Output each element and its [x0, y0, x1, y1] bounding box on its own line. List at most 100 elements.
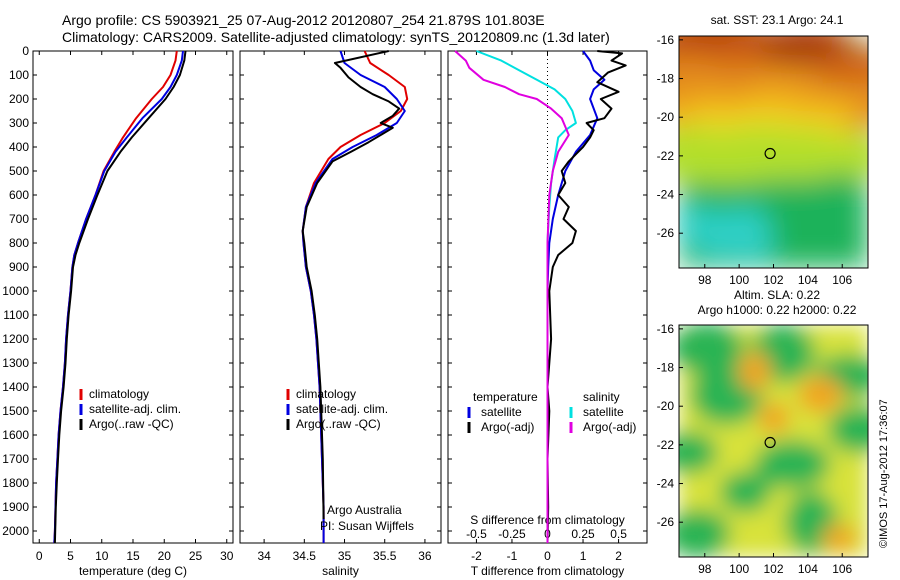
sla-high-patch	[797, 375, 844, 414]
depth-tick-label: 400	[9, 140, 29, 154]
difference-series-temperature-argo-adj-	[546, 50, 627, 544]
sst-map-ytick-label: -24	[657, 188, 675, 202]
chart-subtitle: Climatology: CARS2009. Satellite-adjuste…	[62, 29, 610, 45]
sla-map-xtick-label: 104	[798, 562, 818, 576]
sst-map-ytick-label: -18	[657, 72, 675, 86]
maps-layer: 98 100 102 104 106 -16 -18 -20 -22 -24 -26 sat. SST…	[657, 13, 869, 576]
sst-map-ytick-label: -22	[657, 149, 675, 163]
sla-map-ytick-label: -22	[657, 438, 675, 452]
sla-map-field-blur	[679, 325, 868, 557]
sst-patch	[829, 137, 868, 177]
sla-low-patch	[679, 431, 718, 474]
sla-map-xtick-label: 98	[698, 562, 712, 576]
salinity-diff-tick-label: -0.25	[498, 527, 526, 541]
salinity-xtick-label: 35.5	[373, 549, 397, 563]
salinity-xtick-label: 34.5	[293, 549, 317, 563]
diff-legend-label: Argo(-adj)	[583, 420, 636, 434]
temperature-axes-box	[32, 50, 234, 544]
temperature-legend-label: Argo(..raw -QC)	[89, 417, 174, 431]
difference-xlabel: T difference from climatology	[471, 564, 625, 578]
diff-legend-title: salinity	[583, 390, 620, 404]
salinity-xtick-label: 35	[338, 549, 352, 563]
depth-tick-label: 2000	[2, 524, 29, 538]
temperature-legend-label: climatology	[89, 387, 149, 401]
sla-map-subtitle: Argo h1000: 0.22 h2000: 0.22	[698, 303, 857, 317]
pi-label: PI: Susan Wijffels	[320, 519, 414, 533]
salinity-axes-box	[239, 50, 442, 544]
sst-map-xtick-label: 102	[763, 273, 783, 287]
difference-xtick-label: 1	[580, 549, 587, 563]
salinity-series-argo-raw-qc-	[301, 50, 401, 520]
temperature-xtick-label: 20	[158, 549, 172, 563]
depth-tick-label: 300	[9, 116, 29, 130]
sla-map-argo-marker	[764, 436, 776, 449]
sla-map-xtick-label: 106	[832, 562, 852, 576]
sla-map-ytick-label: -24	[657, 477, 675, 491]
sla-map-xtick-label: 100	[729, 562, 749, 576]
sst-warm-patch	[759, 37, 839, 65]
sla-map-field	[679, 325, 868, 557]
sla-low-patch	[679, 325, 745, 375]
depth-tick-label: 1500	[2, 404, 29, 418]
sla-map: 98 100 102 104 106 -16 -18 -20 -22 -24 -26 Altim. S…	[657, 288, 869, 576]
salinity-legend-label: climatology	[296, 387, 356, 401]
difference-xtick-label: -2	[471, 549, 482, 563]
difference-xtick-label: 2	[615, 549, 622, 563]
sla-map-title: Altim. SLA: 0.22	[734, 288, 820, 302]
sla-low-patch	[679, 509, 731, 557]
difference-xtick-label: 0	[544, 549, 551, 563]
temperature-xtick-label: 25	[189, 549, 203, 563]
sst-cool-patch	[695, 222, 740, 259]
sla-map-ytick-label: -16	[657, 322, 675, 336]
sst-patch	[688, 144, 785, 184]
diff-legend-label: Argo(-adj)	[481, 420, 534, 434]
sla-low-patch	[719, 471, 771, 513]
depth-tick-label: 600	[9, 188, 29, 202]
depth-tick-label: 100	[9, 68, 29, 82]
sst-map-xtick-label: 98	[698, 273, 712, 287]
depth-tick-label: 1300	[2, 356, 29, 370]
temperature-xtick-label: 30	[220, 549, 234, 563]
sla-map-ytick-label: -20	[657, 399, 675, 413]
sla-map-xtick-label: 102	[763, 562, 783, 576]
depth-tick-label: 1200	[2, 332, 29, 346]
salinity-diff-tick-label: -0.5	[466, 527, 487, 541]
sst-map-field	[679, 36, 868, 268]
depth-tick-label: 1700	[2, 452, 29, 466]
sst-map-ytick-label: -20	[657, 110, 675, 124]
sla-low-patch	[754, 440, 831, 489]
depth-tick-label: 1400	[2, 380, 29, 394]
temperature-xlabel: temperature (deg C)	[79, 564, 187, 578]
salinity-xtick-label: 34	[257, 549, 271, 563]
temperature-series-argo-raw-qc-	[53, 50, 187, 544]
depth-tick-label: 500	[9, 164, 29, 178]
salinity-xtick-label: 36	[418, 549, 432, 563]
sst-map-xtick-label: 100	[729, 273, 749, 287]
sla-map-ytick-label: -26	[657, 515, 675, 529]
salinity-legend-label: Argo(..raw -QC)	[296, 417, 381, 431]
depth-tick-label: 700	[9, 212, 29, 226]
difference-xtick-label: -1	[507, 549, 518, 563]
profiles-layer: 0 5 10 15 20 25 30 temperature (deg C) 0 100 200 30…	[2, 44, 648, 578]
difference-series-salinity-argo-adj-	[454, 50, 570, 543]
sla-high-patch	[757, 401, 790, 434]
temperature-xtick-label: 15	[126, 549, 140, 563]
temperature-xtick-label: 10	[95, 549, 109, 563]
salinity-xlabel: salinity	[322, 564, 359, 578]
sst-map-ytick-label: -16	[657, 33, 675, 47]
diff-legend-title: temperature	[473, 390, 538, 404]
sst-map-xtick-label: 106	[832, 273, 852, 287]
depth-tick-label: 1100	[3, 308, 29, 322]
sla-low-patch	[827, 405, 868, 454]
temperature-xtick-label: 5	[67, 549, 74, 563]
depth-tick-label: 1000	[2, 284, 29, 298]
sla-high-patch	[821, 524, 858, 553]
salinity-panel: 34 34.5 35 35.5 36 salinity climatologysatelli…	[239, 50, 442, 578]
salinity-diff-tick-label: 0.25	[571, 527, 595, 541]
temperature-panel: 0 5 10 15 20 25 30 temperature (deg C) 0 100 200 30…	[2, 44, 233, 578]
temperature-xtick-label: 0	[36, 549, 43, 563]
depth-tick-label: 200	[9, 92, 29, 106]
sla-map-ytick-label: -18	[657, 361, 675, 375]
sla-high-patch	[737, 351, 772, 392]
